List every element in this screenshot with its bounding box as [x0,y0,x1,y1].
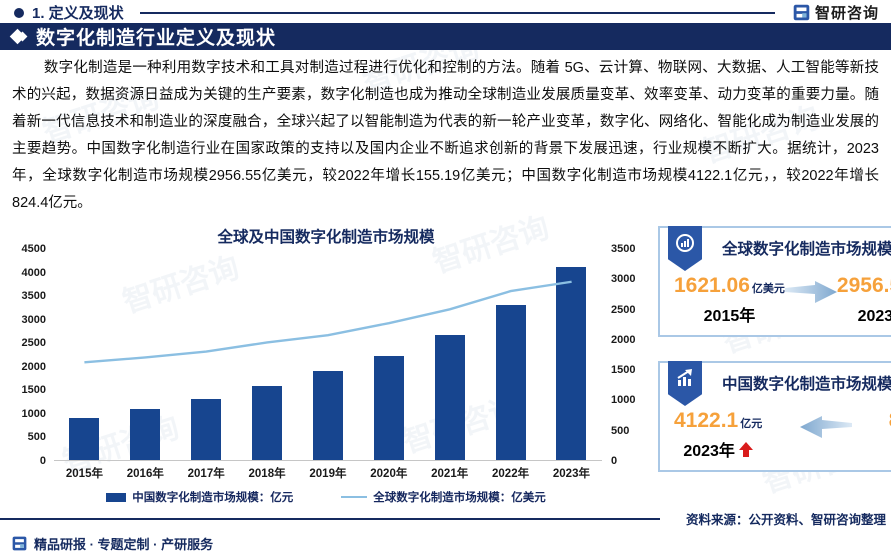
right-axis-tick: 3000 [611,273,636,286]
line-swatch-icon [341,496,368,498]
bar-2021年 [434,335,465,460]
stat-year: 2023年 [683,443,735,460]
right-axis-tick: 3500 [611,243,636,255]
brand-logo: 智研咨询 [793,2,879,23]
right-arrow-icon [784,281,837,303]
bar-swatch-icon [106,492,127,502]
left-axis-tick: 4500 [21,243,46,255]
source-row: 资料来源：公开资料、智研咨询整理 [0,509,891,528]
left-axis: 4500 4000 3500 3000 2500 2000 1500 1000 500 0 [10,243,54,467]
left-axis-tick: 2000 [21,360,46,373]
x-axis-labels: 2015年 2016年 2017年 2018年 2019年 2020年 2021年 2022年… [54,461,602,481]
plot-area [54,249,602,461]
x-axis-label: 2019年 [309,468,347,480]
legend-item-china: 中国数字化制造市场规模：亿元 [106,489,293,505]
left-axis-tick: 0 [39,455,46,467]
stat-2015-china: 895亿元 2015年 [889,409,891,461]
left-axis-tick: 4000 [21,266,46,279]
stat-unit: 亿元 [740,418,763,430]
x-axis-label: 2016年 [126,468,164,480]
card-title: 全球数字化制造市场规模 [722,241,891,258]
section-banner: 数字化制造行业定义及现状 [0,23,891,50]
stat-2023-global: 2956.55亿美元 2023年 [837,274,891,326]
bar-2023年 [556,266,587,460]
left-axis-tick: 1000 [21,407,46,420]
bar-series [54,249,602,460]
right-axis: 3500 3000 2500 2000 1500 1000 500 0 [602,243,642,467]
bar-2018年 [252,385,283,460]
up-arrow-icon [738,441,753,457]
stat-value: 895 [889,409,891,432]
bar-2016年 [130,409,161,460]
stat-cards: 全球数字化制造市场规模 1621.06 亿美元 2015年 [642,218,891,505]
bar-2015年 [69,418,100,460]
x-axis-label: 2022年 [492,468,530,480]
global-market-card: 全球数字化制造市场规模 1621.06 亿美元 2015年 [658,226,891,337]
left-axis-tick: 2500 [21,337,46,350]
china-market-card: 中国数字化制造市场规模 4122.1 亿元 2023年 [658,361,891,472]
card-title: 中国数字化制造市场规模 [722,376,891,393]
right-axis-tick: 500 [611,424,630,437]
right-axis-tick: 2000 [611,333,636,346]
brand-name: 智研咨询 [814,5,879,22]
stat-value: 1621.06 [674,274,750,297]
section-label: 1. 定义及现状 [32,5,124,22]
global-line [84,280,572,364]
zhiyan-logo-icon [12,536,27,551]
stat-2023-china: 4122.1 亿元 2023年 [674,409,762,461]
stat-unit: 亿美元 [751,283,785,295]
right-axis-tick: 0 [611,455,618,467]
donut-bar-chart-badge-icon [668,226,702,271]
header-divider [139,11,775,14]
trend-up-chart-badge-icon [668,361,702,406]
bar-2017年 [191,399,222,460]
x-axis-label: 2018年 [248,468,286,480]
left-axis-tick: 3500 [21,290,46,303]
legend-label-global: 全球数字化制造市场规模：亿美元 [373,492,546,504]
legend-item-global: 全球数字化制造市场规模：亿美元 [341,489,546,505]
diamond-icon [9,28,28,45]
market-size-chart: 全球及中国数字化制造市场规模 4500 4000 3500 3000 2500 2000 1… [10,218,642,505]
body-paragraph: 数字化制造是一种利用数字技术和工具对制造过程进行优化和控制的方法。随着 5G、云… [12,60,879,211]
data-source: 资料来源：公开资料、智研咨询整理 [686,513,887,527]
left-axis-tick: 1500 [21,384,46,397]
footer-divider [0,517,660,520]
legend-label-china: 中国数字化制造市场规模：亿元 [132,492,294,504]
left-arrow-icon [799,416,852,438]
bar-2020年 [373,356,404,460]
line-series [84,280,572,364]
x-axis-label: 2023年 [552,468,590,480]
stat-year: 2015年 [703,308,756,325]
bullet-icon [14,7,24,18]
banner-title: 数字化制造行业定义及现状 [36,28,277,49]
page-header: 1. 定义及现状 智研咨询 [0,0,891,23]
bar-2019年 [312,370,343,460]
stat-value: 2956.55 [836,274,891,297]
left-axis-tick: 500 [27,431,46,444]
right-axis-tick: 1000 [611,394,636,407]
main-content: 全球及中国数字化制造市场规模 4500 4000 3500 3000 2500 2000 1… [0,218,891,505]
services-row: 精品研报 · 专题定制 · 产研服务 [0,528,891,553]
x-axis-label: 2017年 [187,468,225,480]
stat-year: 2023年 [857,308,891,325]
right-axis-tick: 1500 [611,364,636,377]
chart-title: 全球及中国数字化制造市场规模 [217,229,435,246]
zhiyan-logo-icon [793,4,810,21]
right-axis-tick: 2500 [611,303,636,316]
x-axis-label: 2015年 [65,468,103,480]
left-axis-tick: 3000 [21,313,46,326]
chart-legend: 中国数字化制造市场规模：亿元 全球数字化制造市场规模：亿美元 [10,489,642,505]
x-axis-label: 2021年 [431,468,469,480]
stat-2015-global: 1621.06 亿美元 2015年 [674,274,785,326]
services-text: 精品研报 · 专题定制 · 产研服务 [34,537,214,552]
bar-2022年 [495,305,526,460]
stat-value: 4122.1 [674,409,739,432]
x-axis-label: 2020年 [370,468,408,480]
